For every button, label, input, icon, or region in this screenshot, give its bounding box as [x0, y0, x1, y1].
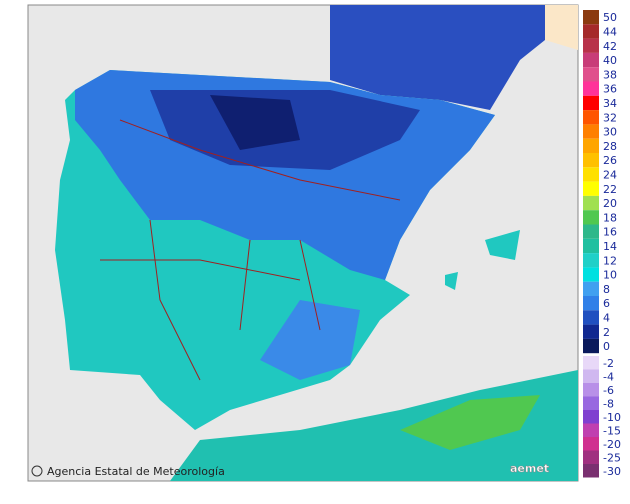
legend-swatch	[583, 253, 599, 268]
legend-label: -8	[603, 397, 614, 410]
legend-label: -2	[603, 357, 614, 370]
legend-swatch	[583, 423, 599, 437]
legend-label: 32	[603, 111, 617, 124]
france	[330, 5, 545, 110]
legend-swatch	[583, 124, 599, 139]
legend-swatch	[583, 296, 599, 311]
legend-swatch	[583, 267, 599, 282]
legend-label: 22	[603, 183, 617, 196]
legend-label: -30	[603, 465, 621, 478]
legend-label: 2	[603, 326, 610, 339]
copyright-icon	[31, 465, 43, 477]
legend-swatch	[583, 369, 599, 383]
legend-swatch	[583, 95, 599, 111]
legend-label: 40	[603, 54, 617, 67]
legend-label: 20	[603, 197, 617, 210]
legend-label: 26	[603, 154, 617, 167]
legend-swatch	[583, 281, 599, 296]
atlas	[400, 395, 540, 450]
legend-label: 16	[603, 226, 617, 239]
legend-swatch	[583, 153, 599, 168]
legend-swatch	[583, 138, 599, 153]
legend-label: 14	[603, 240, 617, 253]
legend-label: 42	[603, 40, 617, 53]
legend-swatch	[583, 450, 599, 464]
logo: aemet	[510, 462, 549, 475]
legend-label: -25	[603, 451, 621, 464]
legend-swatch	[583, 356, 599, 370]
credit-text: Agencia Estatal de Meteorología	[47, 465, 225, 478]
legend-swatch	[583, 167, 599, 182]
legend-label: 4	[603, 311, 610, 324]
legend-label: -6	[603, 384, 614, 397]
south-mountains	[260, 300, 360, 380]
credit: Agencia Estatal de Meteorología	[31, 465, 225, 478]
legend-swatch	[583, 24, 599, 39]
legend-swatch	[583, 210, 599, 225]
legend-label: 12	[603, 254, 617, 267]
ibiza	[445, 272, 458, 290]
legend-label: -10	[603, 411, 621, 424]
legend-swatch	[583, 324, 599, 339]
legend-swatch	[583, 338, 599, 354]
legend-label: 10	[603, 269, 617, 282]
legend-label: 30	[603, 126, 617, 139]
legend-label: -15	[603, 424, 621, 437]
italy	[545, 5, 578, 50]
legend-label: 0	[603, 340, 610, 353]
map	[55, 5, 578, 481]
legend-label: 44	[603, 25, 617, 38]
legend-swatch	[583, 181, 599, 196]
legend-swatch	[583, 224, 599, 239]
legend-label: 50	[603, 11, 617, 24]
legend-swatch	[583, 383, 599, 397]
legend-label: -4	[603, 370, 614, 383]
legend-swatch	[583, 10, 599, 25]
legend-swatch	[583, 110, 599, 125]
legend-label: 34	[603, 97, 617, 110]
legend-swatch	[583, 437, 599, 451]
legend-swatch	[583, 238, 599, 254]
legend-label: -20	[603, 438, 621, 451]
legend-swatch	[583, 310, 599, 325]
legend: 5044424038363432302826242220181614121086…	[583, 10, 621, 478]
legend-label: 8	[603, 283, 610, 296]
legend-swatch	[583, 67, 599, 82]
legend-swatch	[583, 38, 599, 53]
legend-swatch	[583, 396, 599, 410]
legend-swatch	[583, 195, 599, 211]
balearics	[485, 230, 520, 260]
legend-label: 28	[603, 140, 617, 153]
legend-swatch	[583, 410, 599, 424]
mountains	[210, 95, 300, 150]
africa	[170, 370, 578, 481]
legend-label: 6	[603, 297, 610, 310]
legend-label: 24	[603, 168, 617, 181]
legend-label: 36	[603, 83, 617, 96]
legend-swatch	[583, 81, 599, 96]
legend-swatch	[583, 52, 599, 68]
borders	[100, 119, 401, 381]
legend-label: 38	[603, 68, 617, 81]
legend-swatch	[583, 464, 599, 478]
legend-label: 18	[603, 211, 617, 224]
